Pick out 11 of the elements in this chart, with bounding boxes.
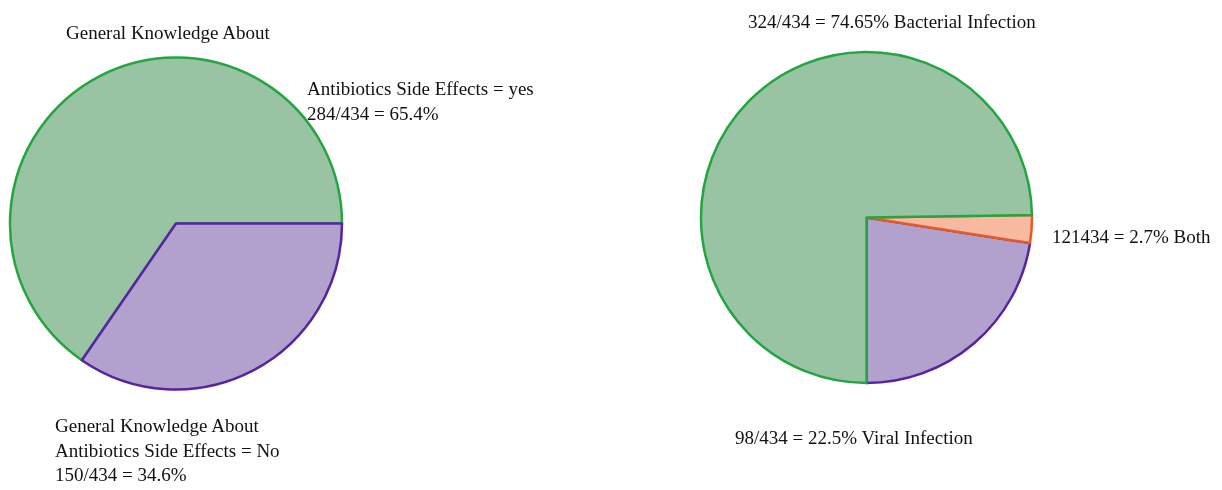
slice-label: 121434 = 2.7% Both xyxy=(1052,226,1211,247)
pie-slice xyxy=(865,216,1032,385)
pie-slice xyxy=(699,50,1034,385)
slice-label: 98/434 = 22.5% Viral Infection xyxy=(735,427,974,448)
slice-label: 324/434 = 74.65% Bacterial Infection xyxy=(748,11,1037,32)
chart-title: General Knowledge About xyxy=(66,22,271,43)
data-label: 284/434 = 65.4% xyxy=(307,102,439,124)
slice-label: General Knowledge About Antibiotics Side Effects = No xyxy=(55,415,280,461)
pie-slice xyxy=(80,222,344,391)
data-label: 150/434 = 34.6% xyxy=(55,464,187,486)
slice-label: Antibiotics Side Effects = yes xyxy=(307,78,534,99)
